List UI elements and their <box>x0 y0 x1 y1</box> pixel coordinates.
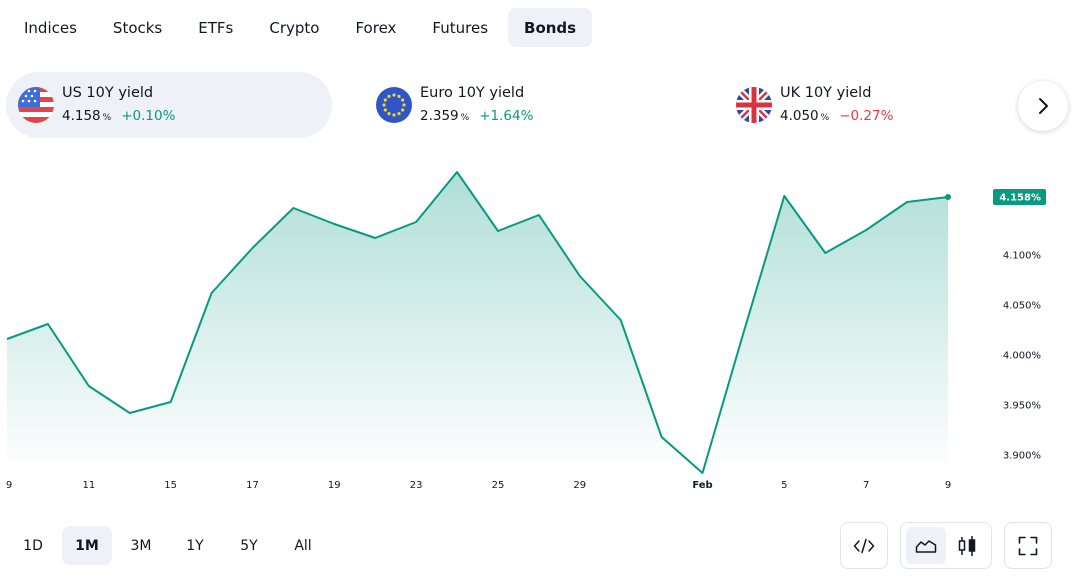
tab-stocks[interactable]: Stocks <box>112 18 163 37</box>
tab-crypto[interactable]: Crypto <box>269 18 320 37</box>
last-value-tag <box>993 189 1046 205</box>
card-unit: % <box>820 112 830 123</box>
range-selector: 1D 1M 3M 1Y 5Y All <box>8 526 328 565</box>
embed-button[interactable] <box>844 527 884 564</box>
next-cards-button[interactable] <box>1018 81 1068 131</box>
candle-chart-button[interactable] <box>947 527 987 564</box>
area-chart-icon <box>915 539 936 553</box>
x-tick-label: 19 <box>328 480 341 491</box>
candlestick-chart-icon <box>958 535 975 556</box>
yield-area-fill <box>7 172 948 473</box>
us-flag-icon <box>18 87 54 123</box>
x-tick-label: Feb <box>692 480 712 491</box>
x-tick-label: 9 <box>945 480 951 491</box>
x-tick-label: 5 <box>781 480 787 491</box>
card-value: 4.050 <box>780 107 819 124</box>
x-tick-label: 23 <box>410 480 423 491</box>
y-tick-label: 3.900% <box>1003 451 1041 462</box>
range-5y[interactable]: 5Y <box>240 537 258 554</box>
range-1d[interactable]: 1D <box>23 537 43 554</box>
embed-tool <box>840 522 888 569</box>
x-tick-label: 15 <box>164 480 177 491</box>
symbol-cards: US 10Y yield 4.158% +0.10% Euro 10Y yield… <box>6 72 1006 138</box>
x-tick-label: 7 <box>863 480 869 491</box>
embed-code-icon <box>853 538 875 553</box>
card-us-10y[interactable]: US 10Y yield 4.158% +0.10% <box>6 72 332 138</box>
card-euro-10y[interactable]: Euro 10Y yield 2.359% +1.64% <box>364 72 690 138</box>
chevron-right-icon <box>1039 98 1048 114</box>
range-3m[interactable]: 3M <box>130 537 152 554</box>
tab-futures[interactable]: Futures <box>432 18 489 37</box>
tab-bonds[interactable]: Bonds <box>508 8 593 47</box>
yield-chart[interactable]: 4.100% 4.050% 4.000% 3.950% 3.900% 4.158% 9 11… <box>0 160 1072 500</box>
card-unit: % <box>102 112 112 123</box>
yield-line <box>6 171 949 474</box>
y-tick-label: 4.050% <box>1003 301 1041 312</box>
range-1m[interactable]: 1M <box>62 526 112 565</box>
tab-forex[interactable]: Forex <box>355 18 397 37</box>
x-tick-label: 25 <box>492 480 505 491</box>
x-tick-label: 17 <box>246 480 259 491</box>
card-name: Euro 10Y yield <box>420 84 525 101</box>
card-change: +0.10% <box>121 107 176 124</box>
chart-style-toggle <box>900 522 992 569</box>
card-unit: % <box>460 112 470 123</box>
x-tick-label: 11 <box>82 480 95 491</box>
card-change: +1.64% <box>479 107 534 124</box>
uk-flag-icon <box>736 87 772 123</box>
card-value: 2.359 <box>420 107 459 124</box>
y-tick-label: 4.000% <box>1003 351 1041 362</box>
y-tick-label: 3.950% <box>1003 401 1041 412</box>
market-tabs: Indices Stocks ETFs Crypto Forex Futures Bonds <box>8 8 593 47</box>
last-point-marker <box>945 194 951 200</box>
card-value: 4.158 <box>62 107 101 124</box>
area-chart-button[interactable] <box>905 527 946 564</box>
tab-indices[interactable]: Indices <box>24 18 77 37</box>
tab-etfs[interactable]: ETFs <box>198 18 234 37</box>
last-value-label: 4.158% <box>999 193 1041 204</box>
card-name: US 10Y yield <box>62 84 154 101</box>
eu-flag-icon <box>376 87 412 123</box>
fullscreen-tool <box>1004 522 1052 569</box>
card-name: UK 10Y yield <box>780 84 872 101</box>
range-all[interactable]: All <box>294 537 312 554</box>
y-tick-label: 4.100% <box>1003 251 1041 262</box>
x-tick-label: 29 <box>573 480 586 491</box>
range-1y[interactable]: 1Y <box>186 537 204 554</box>
x-tick-label: 9 <box>6 480 12 491</box>
fullscreen-icon <box>1018 536 1038 555</box>
card-change: −0.27% <box>839 107 894 124</box>
fullscreen-button[interactable] <box>1008 527 1048 564</box>
card-uk-10y[interactable]: UK 10Y yield 4.050% −0.27% <box>724 72 1050 138</box>
